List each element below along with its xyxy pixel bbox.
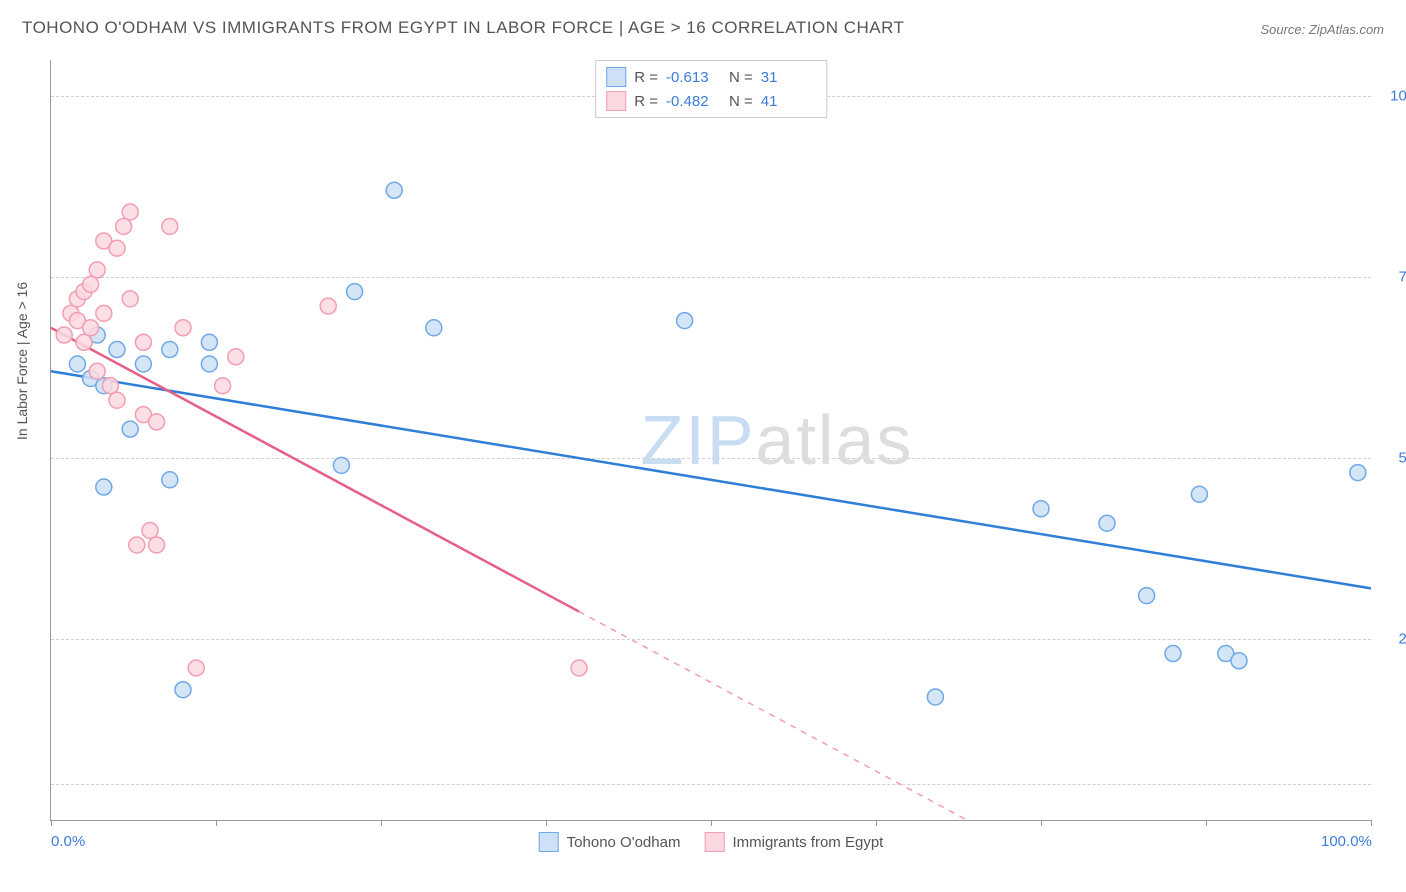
data-point (927, 689, 943, 705)
data-point (162, 472, 178, 488)
legend-n-label: N = (729, 93, 753, 110)
data-point (201, 334, 217, 350)
data-point (102, 378, 118, 394)
legend-swatch-icon (704, 832, 724, 852)
regression-line-dashed (579, 612, 967, 820)
x-tick (1206, 820, 1207, 826)
data-point (135, 356, 151, 372)
legend-swatch-icon (606, 67, 626, 87)
x-tick (1371, 820, 1372, 826)
data-point (122, 291, 138, 307)
data-point (677, 313, 693, 329)
data-point (228, 349, 244, 365)
data-point (96, 479, 112, 495)
legend-n-value: 41 (761, 93, 816, 110)
y-tick-label: 75.0% (1381, 269, 1406, 286)
data-point (129, 537, 145, 553)
x-tick (216, 820, 217, 826)
data-point (109, 240, 125, 256)
legend-r-value: -0.482 (666, 93, 721, 110)
data-point (135, 334, 151, 350)
x-tick (711, 820, 712, 826)
legend-item: Tohono O'odham (539, 832, 681, 852)
data-point (122, 204, 138, 220)
chart-plot-area: ZIPatlas R = -0.613 N = 31 R = -0.482 N … (50, 60, 1371, 821)
data-point (386, 182, 402, 198)
data-point (56, 327, 72, 343)
chart-title: TOHONO O'ODHAM VS IMMIGRANTS FROM EGYPT … (22, 18, 904, 38)
data-point (162, 218, 178, 234)
data-point (215, 378, 231, 394)
regression-line (51, 371, 1371, 588)
x-tick (546, 820, 547, 826)
data-point (1033, 501, 1049, 517)
legend-swatch-icon (606, 91, 626, 111)
data-point (109, 342, 125, 358)
legend-item: Immigrants from Egypt (704, 832, 883, 852)
data-point (175, 320, 191, 336)
data-point (201, 356, 217, 372)
x-tick (381, 820, 382, 826)
data-point (347, 284, 363, 300)
legend-series: Tohono O'odham Immigrants from Egypt (539, 832, 884, 852)
data-point (116, 218, 132, 234)
legend-r-value: -0.613 (666, 69, 721, 86)
plot-svg (51, 60, 1371, 820)
data-point (162, 342, 178, 358)
y-tick-label: 25.0% (1381, 631, 1406, 648)
data-point (109, 392, 125, 408)
data-point (142, 522, 158, 538)
legend-row: R = -0.482 N = 41 (606, 89, 816, 113)
data-point (89, 262, 105, 278)
data-point (149, 537, 165, 553)
data-point (1191, 486, 1207, 502)
y-tick-label: 100.0% (1381, 88, 1406, 105)
data-point (1165, 646, 1181, 662)
data-point (1231, 653, 1247, 669)
legend-r-label: R = (634, 69, 658, 86)
x-tick (1041, 820, 1042, 826)
data-point (188, 660, 204, 676)
regression-line (51, 328, 579, 612)
x-tick-label: 100.0% (1321, 833, 1372, 850)
data-point (320, 298, 336, 314)
data-point (1099, 515, 1115, 531)
data-point (89, 363, 105, 379)
data-point (69, 356, 85, 372)
x-tick (876, 820, 877, 826)
legend-series-label: Immigrants from Egypt (732, 834, 883, 851)
data-point (122, 421, 138, 437)
data-point (426, 320, 442, 336)
data-point (149, 414, 165, 430)
legend-n-label: N = (729, 69, 753, 86)
data-point (175, 682, 191, 698)
data-point (333, 457, 349, 473)
legend-row: R = -0.613 N = 31 (606, 65, 816, 89)
data-point (96, 305, 112, 321)
x-tick-label: 0.0% (51, 833, 85, 850)
y-axis-title: In Labor Force | Age > 16 (14, 282, 30, 440)
legend-swatch-icon (539, 832, 559, 852)
data-point (1139, 588, 1155, 604)
data-point (571, 660, 587, 676)
legend-series-label: Tohono O'odham (567, 834, 681, 851)
source-attribution: Source: ZipAtlas.com (1260, 22, 1384, 37)
legend-correlation-box: R = -0.613 N = 31 R = -0.482 N = 41 (595, 60, 827, 118)
legend-r-label: R = (634, 93, 658, 110)
data-point (83, 320, 99, 336)
data-point (76, 334, 92, 350)
y-tick-label: 50.0% (1381, 450, 1406, 467)
data-point (83, 276, 99, 292)
x-tick (51, 820, 52, 826)
legend-n-value: 31 (761, 69, 816, 86)
data-point (1350, 465, 1366, 481)
